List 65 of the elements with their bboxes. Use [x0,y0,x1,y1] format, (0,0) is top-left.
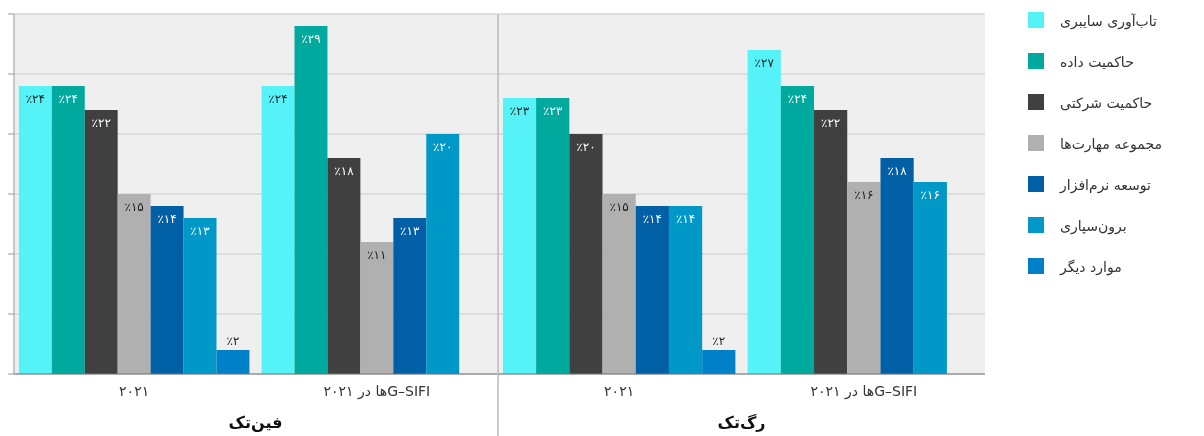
data-label: ٪۱۶ [854,188,874,202]
data-label: ٪۱۶ [920,188,940,202]
legend-label: حاکمیت داده [1060,54,1134,70]
data-label: ٪۲ [226,334,240,348]
bar [780,86,815,374]
bar [814,110,848,374]
data-label: ٪۲۰ [576,140,596,154]
data-label: ٪۱۳ [190,224,211,238]
data-label: ٪۱۴ [642,212,663,226]
bar [536,98,570,374]
data-label: ٪۲۹ [301,32,321,46]
bar [602,194,636,374]
bar [84,110,118,374]
bar [668,206,703,374]
data-label: ٪۱۸ [887,164,908,178]
data-label: ٪۱۸ [334,164,355,178]
bar [569,134,603,374]
bar [18,86,52,374]
bar [261,86,295,374]
data-label: ٪۲۷ [754,56,775,70]
data-label: ٪۲۰ [433,140,453,154]
legend-label: برون‌سپاری [1060,218,1127,235]
data-label: ٪۲۴ [58,92,78,106]
data-label: ٪۲۲ [91,116,111,130]
data-label: ٪۱۳ [400,224,421,238]
bar [426,134,460,374]
legend-label: تاب‌آوری سایبری [1060,13,1158,30]
bar [327,158,361,374]
legend-label: توسعه نرم‌افزار [1059,177,1151,194]
bar [393,218,427,374]
data-label: ٪۲ [712,334,726,348]
bar [216,350,250,374]
bar [847,182,881,374]
bar [150,206,184,374]
data-label: ٪۲۲ [820,116,841,130]
x-tick-label: G–SIFIها در ۲۰۲۱ [810,383,918,400]
data-label: ٪۲۴ [787,92,808,106]
bar [117,194,151,374]
data-label: ٪۱۴ [675,212,696,226]
x-axis-title: فین‌تک [228,413,283,432]
data-label: ٪۲۴ [268,92,288,106]
legend-label: موارد دیگر [1059,259,1122,276]
bar [294,26,328,374]
x-tick-label: ۲۰۲۱ [604,383,635,399]
data-label: ٪۲۳ [509,104,530,118]
legend-label: حاکمیت شرکتی [1060,95,1153,112]
data-label: ٪۱۵ [609,200,629,214]
x-axis-title: رگ‌تک [717,413,766,432]
data-label: ٪۲۳ [543,104,563,118]
x-tick-label: ۲۰۲۱ [119,383,150,399]
x-tick-label: G–SIFIها در ۲۰۲۱ [323,383,431,400]
bar [51,86,85,374]
bar [635,206,669,374]
data-label: ٪۱۴ [157,212,177,226]
legend-label: مجموعه مهارت‌ها [1060,136,1162,153]
bar [880,158,914,374]
bar [183,218,217,374]
bar [702,350,736,374]
data-label: ٪۲۴ [25,92,45,106]
bar [360,242,394,374]
data-label: ٪۱۵ [124,200,144,214]
data-label: ٪۱۱ [367,248,387,262]
bar [502,98,537,374]
bar [913,182,947,374]
bar [747,50,781,374]
